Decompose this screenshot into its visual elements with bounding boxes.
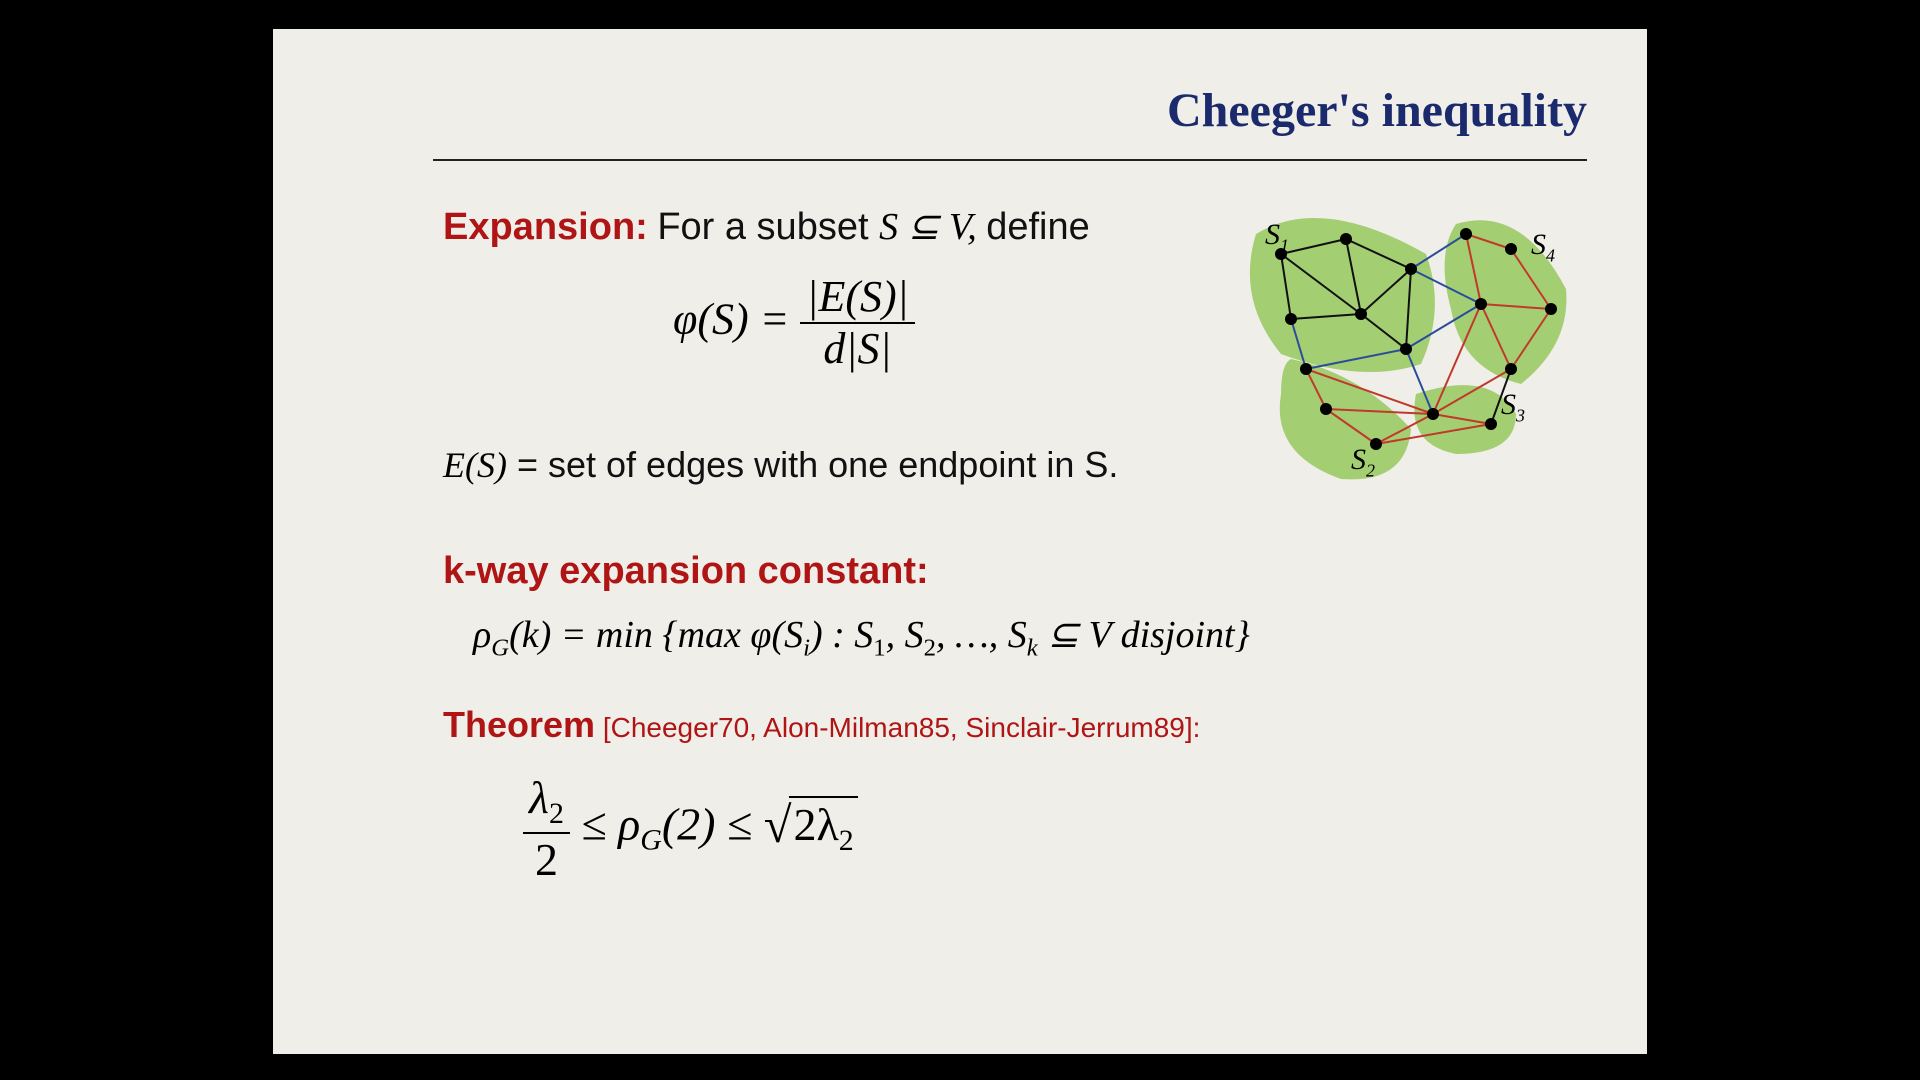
slide-title: Cheeger's inequality	[1167, 83, 1587, 138]
rho2-leq: (2) ≤	[662, 799, 764, 850]
rho-formula: ρG(k) = min {max φ(Si) : S1, S2, …, Sk ⊆…	[473, 612, 1250, 663]
phi-fraction: |E(S)| d|S|	[800, 274, 914, 372]
rho-sub: G	[491, 635, 509, 662]
lambda2-over-2: λ2 2	[523, 774, 570, 884]
kway-line: k-way expansion constant:	[443, 549, 929, 593]
graph-diagram: S1S4S3S2	[1211, 184, 1581, 514]
sqrt-2lambda2: 2λ2	[764, 794, 858, 858]
es-eq: =	[507, 444, 548, 485]
expansion-suffix: define	[986, 206, 1090, 248]
rho-sym: ρ	[473, 614, 491, 656]
phi-formula: φ(S) = |E(S)| d|S|	[673, 274, 915, 372]
phi-lhs: φ(S) =	[673, 294, 789, 343]
slide-content: Expansion: For a subset S ⊆ V, define φ(…	[443, 204, 1587, 249]
rad-coef: 2λ	[793, 799, 838, 850]
rho-arg: (k) = min {max φ(S	[509, 614, 803, 656]
expansion-set: S ⊆ V,	[879, 206, 977, 248]
theorem-label: Theorem	[443, 704, 595, 745]
rho-s2: 2	[924, 635, 936, 662]
rho-mid3: , …, S	[936, 614, 1027, 656]
title-rule	[433, 159, 1587, 161]
phi-num: |E(S)|	[806, 272, 908, 321]
lam-den: 2	[523, 834, 570, 884]
phi-den: d|S|	[823, 324, 891, 373]
es-rhs: set of edges with one endpoint in S.	[548, 444, 1118, 485]
rho-tail: ⊆ V disjoint}	[1038, 614, 1250, 656]
svg-text:S3: S3	[1501, 388, 1525, 426]
es-lhs: E(S)	[443, 445, 507, 485]
es-definition: E(S) = set of edges with one endpoint in…	[443, 444, 1118, 486]
kway-label: k-way expansion constant:	[443, 550, 929, 592]
rad-sub: 2	[839, 824, 854, 857]
rho-i: i	[803, 635, 810, 662]
expansion-label: Expansion:	[443, 206, 648, 248]
rho-mid2: , S	[886, 614, 924, 656]
rho-mid: ) : S	[810, 614, 873, 656]
rho-sk: k	[1027, 635, 1038, 662]
theorem-line: Theorem [Cheeger70, Alon-Milman85, Sincl…	[443, 704, 1200, 746]
leq-rho: ≤ ρ	[581, 799, 640, 850]
lam-num-sub: 2	[549, 797, 564, 830]
cheeger-inequality: λ2 2 ≤ ρG(2) ≤ 2λ2	[523, 774, 858, 884]
lam-num: λ	[529, 772, 549, 823]
theorem-citation: [Cheeger70, Alon-Milman85, Sinclair-Jerr…	[595, 712, 1200, 743]
slide-container: Cheeger's inequality Expansion: For a su…	[273, 29, 1647, 1054]
rho-s1: 1	[873, 635, 885, 662]
rhoG-sub: G	[640, 824, 662, 857]
svg-text:S4: S4	[1531, 228, 1555, 266]
expansion-prefix: For a subset	[657, 206, 879, 248]
